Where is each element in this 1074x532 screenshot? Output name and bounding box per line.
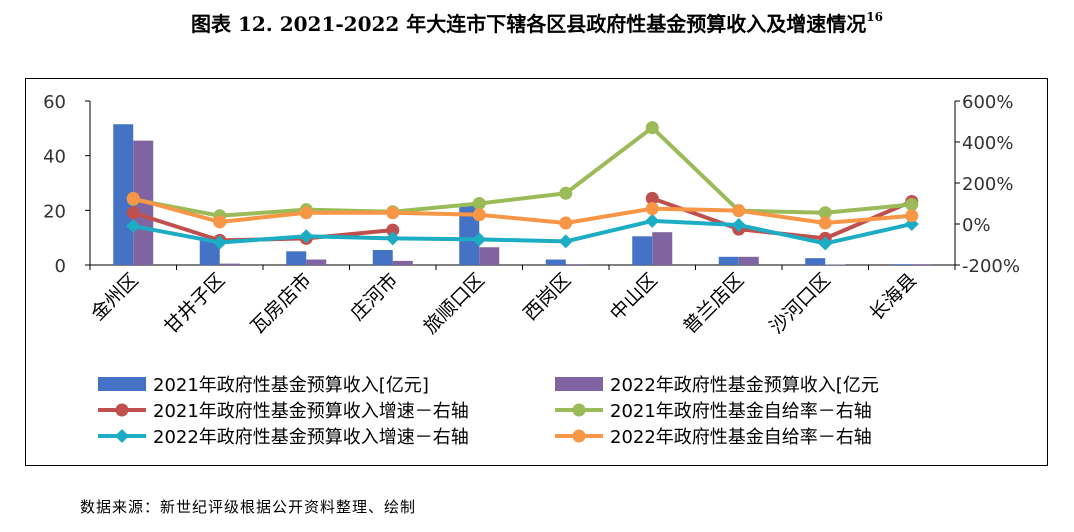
point (905, 209, 919, 223)
bar (911, 264, 932, 265)
legend-swatch (98, 377, 146, 391)
bar (652, 232, 673, 265)
source-note: 数据来源：新世纪评级根据公开资料整理、绘制 (80, 498, 417, 516)
point (645, 121, 659, 135)
right-tick-label: -200% (962, 256, 1020, 277)
x-tick-label: 长海县 (865, 269, 921, 325)
bar (545, 259, 566, 265)
point (645, 191, 659, 205)
bar (306, 259, 327, 265)
legend: 2021年政府性基金预算收入[亿元] 2022年政府性基金预算收入[亿元 2021年… (98, 375, 879, 448)
x-tick-labels: 金州区 甘井子区 瓦房店市 庄河市 旅顺口区 西岗区 中山区 普兰店区 沙河口区 长海县 (87, 269, 921, 338)
right-tick-label: 600% (962, 92, 1013, 113)
legend-label: 2021年政府性基金预算收入[亿元] (153, 375, 429, 396)
point (299, 206, 313, 220)
legend-label: 2022年政府性基金自给率－右轴 (610, 427, 872, 448)
series-line (132, 125, 912, 218)
x-tick-label: 庄河市 (346, 269, 402, 325)
point (558, 234, 573, 249)
chart-frame (25, 78, 1048, 466)
legend-label: 2022年政府性基金预算收入[亿元 (610, 375, 879, 396)
left-tick-label: 40 (43, 147, 66, 168)
point (645, 202, 659, 216)
left-tick-label: 20 (43, 201, 66, 222)
point (126, 206, 140, 220)
point (472, 197, 486, 210)
bar (199, 239, 220, 265)
bar (825, 264, 846, 265)
legend-swatch-marker (115, 403, 129, 417)
right-tick-label: 400% (962, 133, 1013, 154)
axes: 0 20 40 60 -200% 0% 200% 400% 600% (43, 92, 1020, 277)
point (213, 215, 227, 229)
legend-swatch-marker (572, 403, 586, 417)
point (472, 232, 487, 247)
legend-swatch (555, 377, 603, 391)
x-tick-label: 金州区 (87, 269, 143, 325)
point (818, 206, 832, 220)
point (818, 236, 833, 251)
chart-title: 图表 12. 2021-2022 年大连市下辖各区县政府性基金预算收入及增速情况… (190, 10, 883, 36)
point (126, 219, 141, 234)
bar (805, 258, 826, 265)
title-footnote: 16 (866, 10, 883, 25)
legend-swatch-marker (115, 429, 129, 443)
point (732, 204, 746, 218)
chart: 0 20 40 60 -200% 0% 200% 400% 600% 金州区 甘井子区 瓦房店市 庄河… (43, 92, 1020, 448)
lines (126, 121, 919, 251)
legend-label: 2021年政府性基金预算收入增速－右轴 (153, 401, 469, 422)
point (386, 223, 400, 237)
bar (372, 249, 393, 265)
legend-swatch-marker (572, 429, 586, 443)
left-tick-label: 0 (55, 256, 66, 277)
bar (891, 264, 912, 265)
point (905, 198, 919, 212)
bar (286, 251, 307, 265)
bar (718, 256, 739, 265)
point (472, 208, 486, 222)
point (731, 218, 746, 233)
series-line (132, 218, 913, 246)
legend-label: 2021年政府性基金自给率－右轴 (610, 401, 872, 422)
bars (113, 124, 932, 265)
x-tick-label: 普兰店区 (679, 269, 748, 338)
bar (738, 256, 759, 265)
legend-label: 2022年政府性基金预算收入增速－右轴 (153, 427, 469, 448)
right-tick-label: 0% (962, 215, 991, 236)
point (385, 231, 400, 246)
x-tick-label: 中山区 (606, 269, 662, 325)
x-tick-label: 旅顺口区 (419, 269, 488, 338)
point (212, 235, 227, 250)
series-line (132, 196, 912, 225)
point (559, 186, 573, 200)
point (645, 213, 660, 228)
point (818, 216, 832, 230)
point (299, 229, 314, 244)
bar (219, 263, 240, 265)
bar (632, 236, 653, 265)
x-tick-label: 瓦房店市 (246, 269, 315, 338)
bar (113, 124, 134, 265)
point (386, 206, 400, 220)
x-tick-label: 沙河口区 (765, 269, 834, 338)
x-tick-label: 甘井子区 (160, 269, 229, 338)
right-tick-label: 200% (962, 174, 1013, 195)
x-tick-label: 西岗区 (519, 269, 575, 325)
point (126, 191, 140, 205)
bar (479, 247, 500, 265)
left-tick-label: 60 (43, 92, 66, 113)
bar (392, 260, 413, 265)
bar (565, 264, 586, 265)
point (559, 216, 573, 230)
